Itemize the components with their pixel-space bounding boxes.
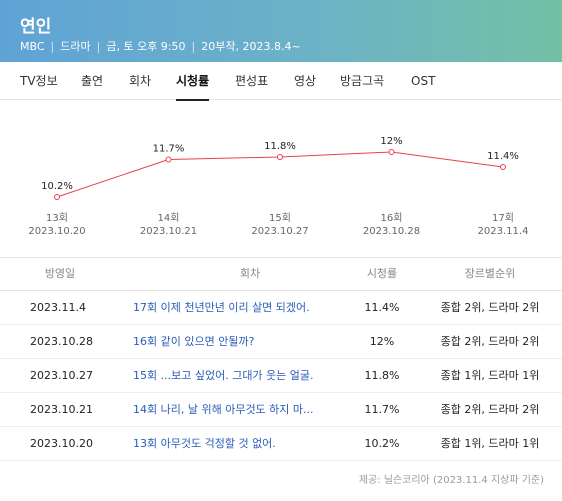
tab-music[interactable]: 방금그곡 [340, 74, 385, 88]
data-label: 11.4% [487, 151, 519, 162]
header-date: 방영일 [44, 267, 76, 280]
ratings-line-chart: 10.2% 13회 2023.10.20 11.7% 14회 2023.10.21 11.8… [28, 136, 529, 237]
schedule-label: 금, 토 오후 9:50 [106, 40, 186, 53]
x-tick-episode: 16회 [381, 212, 403, 224]
data-label: 11.7% [153, 144, 185, 155]
tab-cast[interactable]: 출연 [81, 74, 104, 88]
row-rating: 11.8% [364, 369, 400, 382]
tab-videos[interactable]: 영상 [294, 74, 317, 88]
header-episode: 회차 [239, 267, 261, 280]
table-row: 2023.10.20 13회 아무것도 걱정할 것 없어. 10.2% 종합 1위, … [0, 427, 562, 461]
x-tick-episode: 15회 [269, 212, 291, 224]
x-tick-date: 2023.10.28 [363, 226, 420, 237]
table-row: 2023.10.21 14회 나리, 날 위해 아무것도 하지 마... 11.7%… [0, 393, 562, 427]
channel-name[interactable]: MBC [20, 40, 45, 53]
data-point[interactable] [500, 164, 506, 170]
table-header: 방영일 회차 시청률 장르별순위 [0, 257, 562, 291]
data-label: 11.8% [264, 141, 296, 152]
row-rating: 11.4% [364, 301, 400, 314]
data-point[interactable] [277, 154, 283, 160]
program-meta: MBC | 드라마 | 금, 토 오후 9:50 | 20부작, 2023.8.4~ [20, 40, 301, 53]
table-row: 2023.10.27 15회 ...보고 싶었어. 그대가 웃는 얼굴. 11.8%… [0, 359, 562, 393]
data-point[interactable] [54, 194, 60, 200]
row-episode-link[interactable]: 17회 이제 천년만년 이리 살면 되겠어. [133, 301, 310, 314]
x-tick-date: 2023.10.20 [28, 226, 85, 237]
row-date: 2023.10.27 [30, 369, 93, 382]
program-title[interactable]: 연인 [20, 17, 52, 37]
row-date: 2023.11.4 [30, 301, 86, 314]
x-tick-episode: 14회 [158, 212, 180, 224]
row-rank: 종합 2위, 드라마 2위 [440, 335, 540, 348]
data-source: 제공: 닐슨코리아 (2023.11.4 지상파 기준) [358, 475, 544, 486]
data-point[interactable] [388, 149, 395, 155]
row-episode-link[interactable]: 15회 ...보고 싶었어. 그대가 웃는 얼굴. [133, 369, 314, 382]
table-row: 2023.11.4 17회 이제 천년만년 이리 살면 되겠어. 11.4% 종합 2… [0, 291, 562, 325]
row-rank: 종합 1위, 드라마 1위 [440, 437, 540, 450]
tab-schedule[interactable]: 편성표 [235, 74, 269, 88]
row-rating: 10.2% [364, 437, 400, 450]
x-tick-date: 2023.10.27 [251, 226, 308, 237]
data-label: 12% [380, 136, 402, 147]
tab-ost[interactable]: OST [411, 74, 436, 88]
row-rank: 종합 1위, 드라마 1위 [440, 369, 540, 382]
row-date: 2023.10.20 [30, 437, 93, 450]
table-row: 2023.10.28 16회 같이 있으면 안될까? 12% 종합 2위, 드라마 2… [0, 325, 562, 359]
tab-bar: TV정보 출연 회차 시청률 편성표 영상 방금그곡 OST [0, 62, 562, 101]
x-tick-date: 2023.11.4 [478, 226, 529, 237]
x-tick-episode: 13회 [46, 212, 68, 224]
row-date: 2023.10.21 [30, 403, 93, 416]
data-label: 10.2% [41, 181, 73, 192]
row-rank: 종합 2위, 드라마 2위 [440, 403, 540, 416]
header-rating: 시청률 [366, 267, 398, 280]
x-tick-episode: 17회 [492, 212, 514, 224]
row-rating: 12% [369, 335, 395, 348]
data-point[interactable] [165, 156, 172, 163]
row-rank: 종합 2위, 드라마 2위 [440, 301, 540, 314]
program-header: 연인 MBC | 드라마 | 금, 토 오후 9:50 | 20부작, 2023.8.4~ [0, 0, 562, 62]
header-rank: 장르별순위 [464, 267, 516, 280]
row-rating: 11.7% [364, 403, 400, 416]
genre-label: 드라마 [60, 40, 91, 53]
tab-ratings[interactable]: 시청률 [176, 62, 210, 101]
tab-episodes[interactable]: 회차 [129, 74, 152, 88]
episode-info: 20부작, 2023.8.4~ [201, 40, 301, 53]
x-tick-date: 2023.10.21 [140, 226, 197, 237]
ratings-chart: 10.2% 13회 2023.10.20 11.7% 14회 2023.10.21 11.8… [0, 100, 562, 250]
row-episode-link[interactable]: 14회 나리, 날 위해 아무것도 하지 마... [133, 403, 314, 416]
tab-tv-info[interactable]: TV정보 [20, 74, 58, 88]
row-episode-link[interactable]: 13회 아무것도 걱정할 것 없어. [133, 437, 276, 450]
row-date: 2023.10.28 [30, 335, 93, 348]
row-episode-link[interactable]: 16회 같이 있으면 안될까? [133, 335, 255, 348]
